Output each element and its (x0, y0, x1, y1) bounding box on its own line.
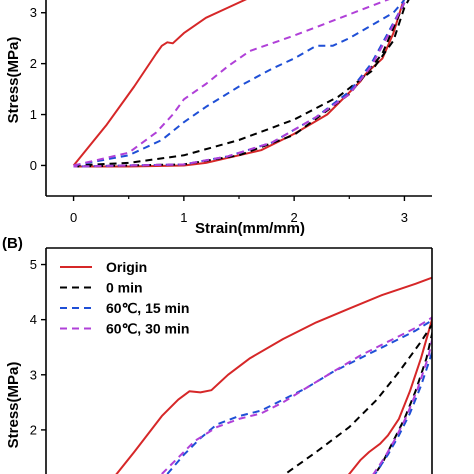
panel-a-x-tick-label: 2 (291, 210, 298, 225)
legend-label: Origin (106, 259, 147, 275)
panel-a-x-tick-label: 3 (401, 210, 408, 225)
legend-label: 0 min (106, 280, 143, 296)
panel-a-curve-origin_return (73, 0, 405, 168)
panel-a-curve-15min_return (73, 2, 406, 168)
panel-b-y-tick-label: 3 (30, 367, 37, 382)
panel-b-curve-30min_return (372, 335, 432, 474)
panel-b-ticks: 2 3 4 5 (30, 257, 46, 437)
panel-a-y-axis-label: Stress(MPa) (5, 37, 22, 124)
panel-a-x-axis-label: Strain(mm/mm) (195, 220, 305, 237)
panel-a-curve-30min_return (73, 2, 406, 168)
panel-b-label: (B) (2, 235, 23, 252)
legend-label: 60℃, 15 min (106, 300, 189, 316)
panel-a-x-tick-label: 0 (70, 210, 77, 225)
panel-b-curve-0min (283, 322, 432, 474)
legend-label: 60℃, 30 min (106, 321, 189, 337)
panel-b-curve-15min_return (373, 346, 432, 474)
panel-a-curve-0min (73, 0, 410, 167)
panel-b-y-tick-label: 4 (30, 312, 37, 327)
panel-a-curve-15min (73, 0, 406, 167)
panel-b: (B) 2 3 4 5 Stress(MPa) Origin 0 min 60℃, 15 … (2, 235, 433, 474)
panel-b-curves (115, 276, 432, 474)
panel-a-curve-origin (72, 0, 247, 167)
panel-b-legend: Origin 0 min 60℃, 15 min 60℃, 30 min (60, 259, 189, 337)
panel-b-curve-15min (166, 319, 432, 474)
panel-b-y-tick-label: 5 (30, 257, 37, 272)
panel-b-y-tick-label: 2 (30, 422, 37, 437)
panel-a-ticks: 0 1 2 3 0 1 2 3 (30, 5, 408, 225)
panel-b-curve-origin (115, 276, 432, 474)
panel-b-y-axis-label: Stress(MPa) (5, 362, 22, 449)
panel-a-y-tick-label: 1 (30, 107, 37, 122)
panel-b-curve-30min (161, 316, 432, 474)
panel-a-y-tick-label: 2 (30, 56, 37, 71)
panel-b-curve-origin_return (347, 311, 432, 474)
panel-a-y-tick-label: 3 (30, 5, 37, 20)
panel-b-curve-0min_return (373, 329, 432, 474)
panel-a: 0 1 2 3 0 1 2 3 Strain(mm/mm) Stress(MPa) (5, 0, 432, 237)
panel-a-curve-30min (73, 0, 390, 167)
panel-a-y-tick-label: 0 (30, 158, 37, 173)
panel-a-x-tick-label: 1 (180, 210, 187, 225)
panel-a-curves (72, 0, 410, 168)
